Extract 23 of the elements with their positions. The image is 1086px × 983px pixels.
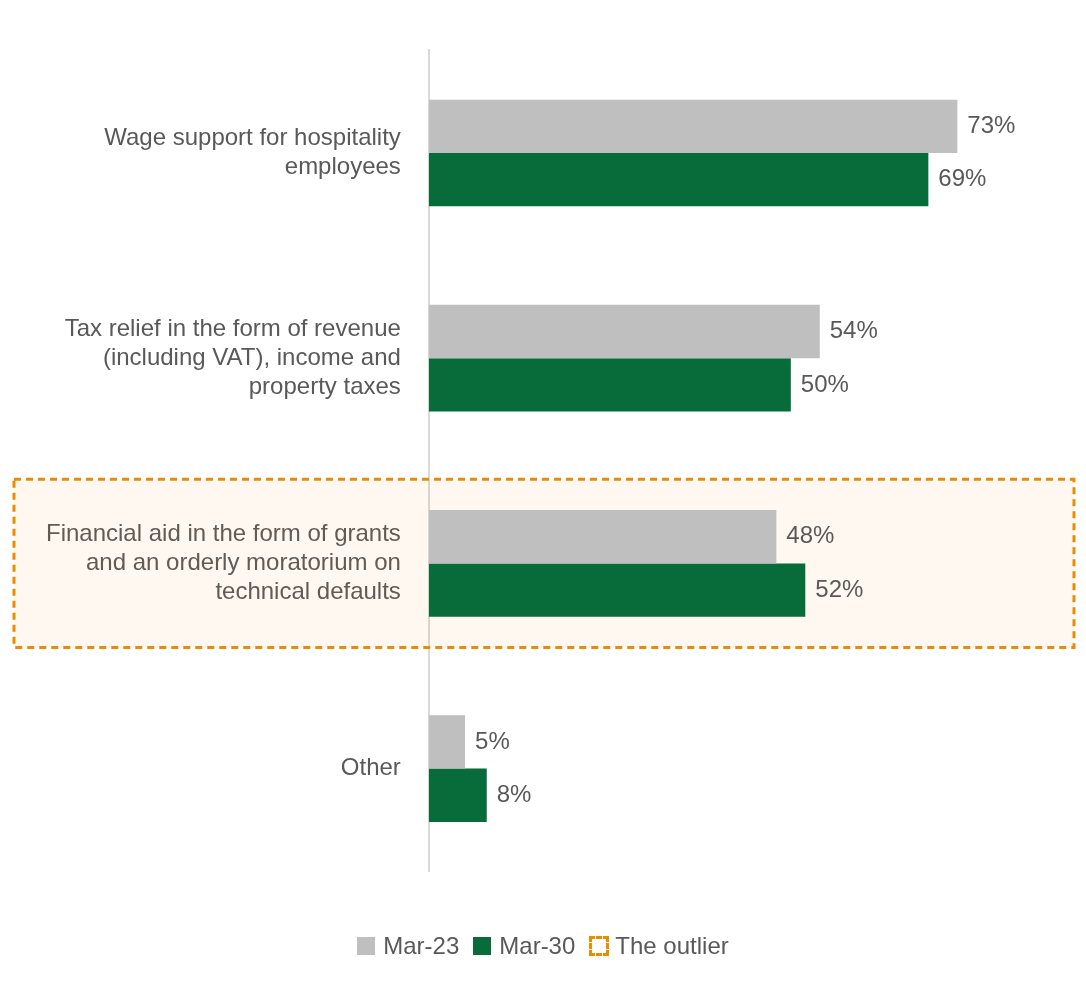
data-label: 73% [967, 110, 1016, 138]
legend-label: The outlier [615, 932, 729, 960]
data-label: 69% [938, 164, 987, 192]
data-label: 50% [800, 369, 849, 397]
bar [428, 304, 820, 359]
legend-label: Mar-23 [383, 932, 460, 960]
data-label: 5% [475, 726, 510, 754]
bar [428, 358, 791, 412]
bar [428, 99, 958, 153]
data-label: 54% [829, 316, 878, 344]
bar [428, 715, 466, 769]
y-tick-label: Financial aid in the form of grants and an orderly moratorium on technical defaults [46, 519, 401, 604]
data-label: 48% [786, 521, 835, 549]
data-label: 52% [815, 574, 864, 602]
bar [428, 153, 929, 207]
data-label: 8% [496, 779, 532, 807]
y-tick-label: Other [340, 753, 401, 781]
y-tick-label: Tax relief in the form of revenue (including VAT), income and property taxes [64, 314, 401, 399]
bar [428, 563, 806, 617]
bar [428, 510, 777, 564]
legend-label: Mar-30 [499, 932, 576, 960]
bar [428, 768, 487, 822]
y-tick-label: Wage support for hospitality employees [104, 123, 401, 180]
